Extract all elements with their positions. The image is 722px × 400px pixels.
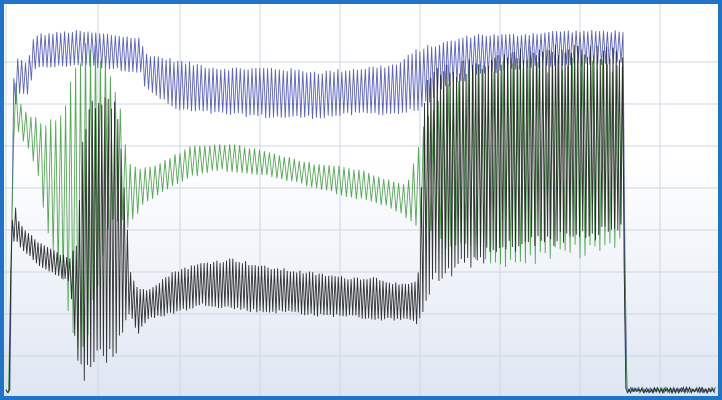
series-layer xyxy=(5,29,716,395)
grid-lines xyxy=(4,4,718,396)
series-line-3 xyxy=(5,44,716,395)
